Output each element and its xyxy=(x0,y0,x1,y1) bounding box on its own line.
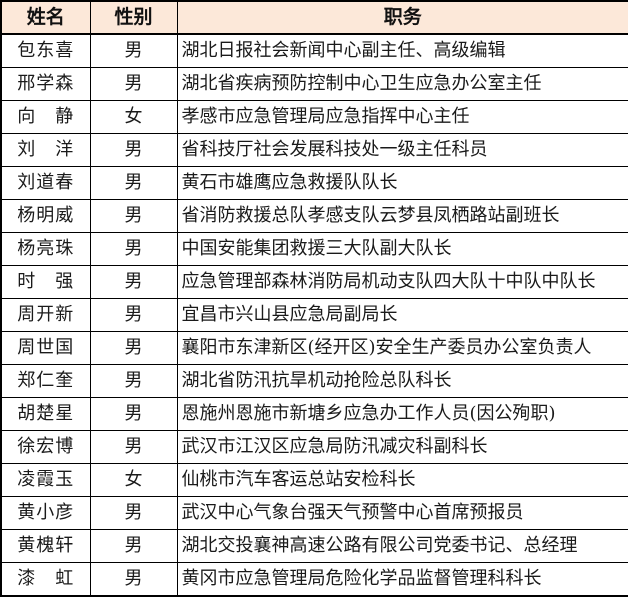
gender-cell: 男 xyxy=(89,562,178,597)
name-cell: 时 强 xyxy=(0,264,91,299)
table-row: 时 强男应急管理部森林消防局机动支队四大队十中队中队长 xyxy=(0,264,628,299)
gender-cell: 男 xyxy=(89,132,178,167)
position-cell: 应急管理部森林消防局机动支队四大队十中队中队长 xyxy=(176,264,628,299)
table-row: 刘道春男黄石市雄鹰应急救援队队长 xyxy=(0,165,628,200)
table-row: 胡楚星男恩施州恩施市新塘乡应急办工作人员(因公殉职) xyxy=(0,397,628,432)
position-cell: 黄冈市应急管理局危险化学品监督管理科科长 xyxy=(176,562,628,597)
position-cell: 湖北交投襄神高速公路有限公司党委书记、总经理 xyxy=(176,529,628,564)
position-cell: 省科技厅社会发展科技处一级主任科员 xyxy=(176,132,628,167)
header-gender: 性别 xyxy=(89,0,178,35)
gender-cell: 男 xyxy=(89,363,178,399)
position-cell: 湖北日报社会新闻中心副主任、高级编辑 xyxy=(176,33,628,68)
position-cell: 襄阳市东津新区(经开区)安全生产委员办公室负责人 xyxy=(176,330,628,365)
table-row: 黄槐轩男湖北交投襄神高速公路有限公司党委书记、总经理 xyxy=(0,529,628,564)
header-row: 姓名 性别 职务 xyxy=(0,0,628,35)
table-row: 杨亮珠男中国安能集团救援三大队副大队长 xyxy=(0,231,628,266)
gender-cell: 男 xyxy=(89,198,178,233)
table-row: 徐宏博男武汉市江汉区应急局防汛减灾科副科长 xyxy=(0,430,628,465)
name-cell: 刘 洋 xyxy=(0,132,91,167)
name-cell: 邢学森 xyxy=(0,66,91,101)
name-cell: 包东喜 xyxy=(0,33,91,68)
gender-cell: 女 xyxy=(89,99,178,134)
gender-cell: 男 xyxy=(89,33,178,68)
name-cell: 凌霞玉 xyxy=(0,463,91,498)
table-row: 周开新男宜昌市兴山县应急局副局长 xyxy=(0,297,628,332)
table-row: 邢学森男湖北省疾病预防控制中心卫生应急办公室主任 xyxy=(0,66,628,101)
table-row: 漆 虹男黄冈市应急管理局危险化学品监督管理科科长 xyxy=(0,562,628,597)
position-cell: 仙桃市汽车客运总站安检科长 xyxy=(176,463,628,498)
name-cell: 漆 虹 xyxy=(0,562,91,597)
table-row: 周世国男襄阳市东津新区(经开区)安全生产委员办公室负责人 xyxy=(0,330,628,365)
table-row: 刘 洋男省科技厅社会发展科技处一级主任科员 xyxy=(0,132,628,167)
gender-cell: 男 xyxy=(89,165,178,200)
position-cell: 孝感市应急管理局应急指挥中心主任 xyxy=(176,99,628,134)
header-name: 姓名 xyxy=(0,0,91,35)
position-cell: 中国安能集团救援三大队副大队长 xyxy=(176,231,628,266)
name-cell: 郑仁奎 xyxy=(0,363,91,399)
position-cell: 黄石市雄鹰应急救援队队长 xyxy=(176,165,628,200)
table-row: 杨明威男省消防救援总队孝感支队云梦县凤栖路站副班长 xyxy=(0,198,628,233)
name-cell: 周开新 xyxy=(0,297,91,332)
table-header: 姓名 性别 职务 xyxy=(0,0,628,35)
name-cell: 杨亮珠 xyxy=(0,231,91,266)
gender-cell: 女 xyxy=(89,463,178,498)
name-cell: 黄槐轩 xyxy=(0,529,91,564)
gender-cell: 男 xyxy=(89,496,178,531)
name-cell: 周世国 xyxy=(0,330,91,365)
table-row: 郑仁奎男湖北省防汛抗旱机动抢险总队科长 xyxy=(0,363,628,399)
name-cell: 黄小彦 xyxy=(0,496,91,531)
gender-cell: 男 xyxy=(89,297,178,332)
position-cell: 省消防救援总队孝感支队云梦县凤栖路站副班长 xyxy=(176,198,628,233)
table-row: 向 静女孝感市应急管理局应急指挥中心主任 xyxy=(0,99,628,134)
name-cell: 徐宏博 xyxy=(0,430,91,465)
gender-cell: 男 xyxy=(89,430,178,465)
position-cell: 恩施州恩施市新塘乡应急办工作人员(因公殉职) xyxy=(176,397,628,432)
gender-cell: 男 xyxy=(89,264,178,299)
gender-cell: 男 xyxy=(89,397,178,432)
name-cell: 向 静 xyxy=(0,99,91,134)
header-position: 职务 xyxy=(176,0,628,35)
position-cell: 湖北省疾病预防控制中心卫生应急办公室主任 xyxy=(176,66,628,101)
position-cell: 武汉市江汉区应急局防汛减灾科副科长 xyxy=(176,430,628,465)
table-row: 包东喜男湖北日报社会新闻中心副主任、高级编辑 xyxy=(0,33,628,68)
table-body: 包东喜男湖北日报社会新闻中心副主任、高级编辑 邢学森男湖北省疾病预防控制中心卫生应… xyxy=(0,33,628,597)
name-cell: 刘道春 xyxy=(0,165,91,200)
gender-cell: 男 xyxy=(89,66,178,101)
name-cell: 胡楚星 xyxy=(0,397,91,432)
table-row: 凌霞玉女仙桃市汽车客运总站安检科长 xyxy=(0,463,628,498)
gender-cell: 男 xyxy=(89,529,178,564)
gender-cell: 男 xyxy=(89,330,178,365)
gender-cell: 男 xyxy=(89,231,178,266)
position-cell: 宜昌市兴山县应急局副局长 xyxy=(176,297,628,332)
position-cell: 湖北省防汛抗旱机动抢险总队科长 xyxy=(176,363,628,399)
position-cell: 武汉中心气象台强天气预警中心首席预报员 xyxy=(176,496,628,531)
name-cell: 杨明威 xyxy=(0,198,91,233)
table-row: 黄小彦男武汉中心气象台强天气预警中心首席预报员 xyxy=(0,496,628,531)
